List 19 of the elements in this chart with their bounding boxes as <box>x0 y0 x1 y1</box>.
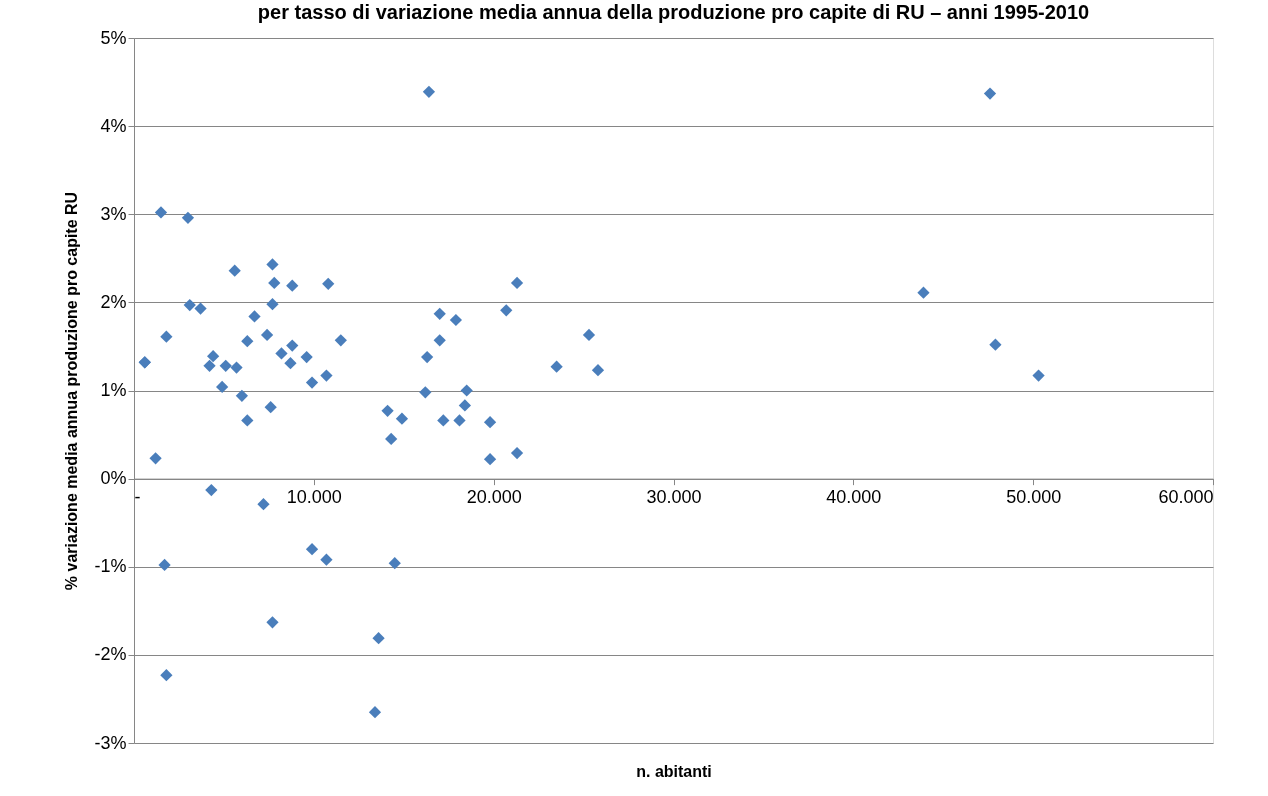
x-tick-label: 50.000 <box>1006 487 1062 508</box>
y-tick-label: 2% <box>100 291 127 312</box>
x-tick-label: 30.000 <box>646 487 702 508</box>
x-tick-label: 10.000 <box>286 487 342 508</box>
x-axis-title: n. abitanti <box>636 762 712 780</box>
x-tick-label: 60.000 <box>1158 487 1214 508</box>
x-tick-label: - <box>134 487 141 508</box>
y-tick-label: -1% <box>94 556 127 577</box>
y-tick-label: -3% <box>94 732 127 753</box>
y-tick-label: 1% <box>100 380 127 400</box>
y-tick-label: 3% <box>100 203 127 224</box>
y-tick-label: 4% <box>100 115 127 136</box>
y-axis-title: % variazione media annua produzione pro capite RU <box>63 191 81 591</box>
y-tick-label: -2% <box>94 644 127 665</box>
x-tick-label: 40.000 <box>826 487 882 508</box>
y-tick-label: 5% <box>100 27 127 48</box>
x-tick-label: 20.000 <box>466 487 522 508</box>
chart-title: per tasso di variazione media annua della produzione pro capite di RU – anni 1995-2010 <box>257 1 1090 23</box>
y-tick-label: 0% <box>100 468 127 489</box>
